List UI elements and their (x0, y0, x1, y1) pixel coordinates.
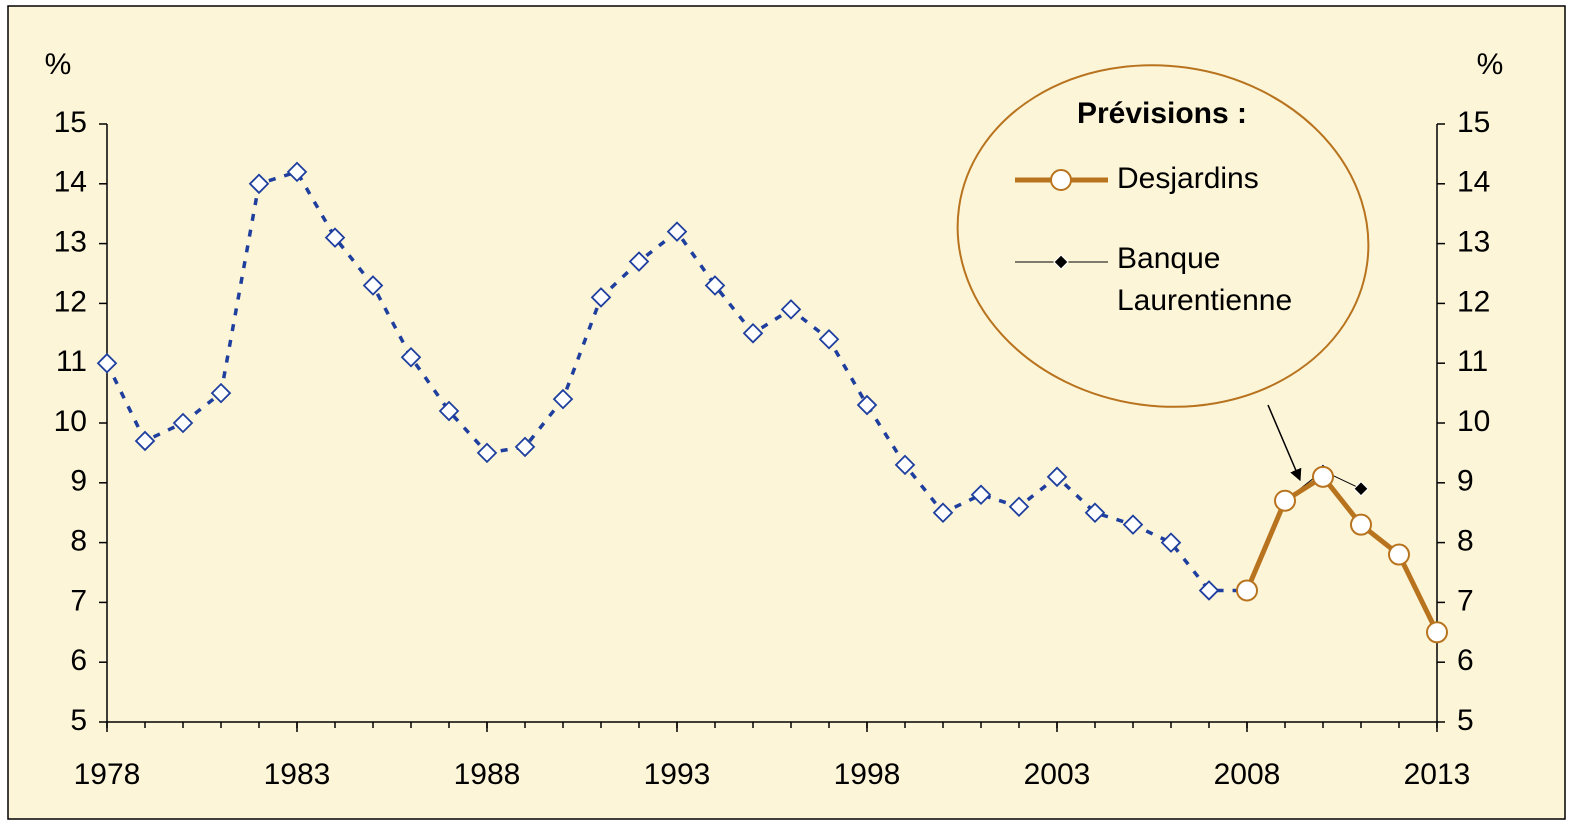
x-tick-label: 1988 (454, 758, 521, 791)
x-tick-label: 2013 (1404, 758, 1471, 791)
data-point (856, 394, 878, 416)
data-point (1160, 532, 1182, 553)
data-point (1198, 580, 1220, 601)
data-point (96, 352, 118, 374)
data-point (324, 227, 346, 248)
y-tick-label: 12 (54, 285, 87, 318)
x-tick-label: 2003 (1024, 758, 1091, 791)
data-point (248, 173, 270, 195)
legend-label: Banque Laurentienne (1117, 242, 1292, 317)
y-tick-label: 10 (54, 405, 87, 438)
x-tick-label: 2008 (1214, 758, 1281, 791)
data-point (134, 430, 156, 452)
data-point (476, 442, 498, 464)
data-point (1350, 513, 1372, 536)
data-point (780, 299, 802, 320)
data-point (1084, 502, 1106, 523)
data-point (742, 323, 764, 344)
y-tick-label: 9 (70, 465, 87, 498)
data-point (1312, 465, 1334, 488)
legend-marker (1053, 254, 1069, 270)
y2-tick-label: 14 (1457, 166, 1490, 199)
y2-tick-label: 7 (1457, 584, 1474, 617)
annotation-ellipse (956, 64, 1370, 408)
y2-tick-label: 13 (1457, 226, 1490, 259)
y2-tick-label: 5 (1457, 704, 1474, 737)
data-point (970, 484, 992, 506)
y-tick-label: 5 (70, 704, 87, 737)
data-point (1388, 543, 1410, 566)
data-point (210, 382, 232, 404)
data-point (286, 161, 308, 183)
y2-tick-label: 9 (1457, 465, 1474, 498)
data-point (1008, 496, 1030, 517)
legend-marker (1050, 169, 1072, 191)
data-point (1426, 621, 1448, 644)
y-tick-label: 13 (54, 226, 87, 259)
data-point (666, 221, 688, 242)
chart-background (7, 5, 1566, 820)
annotation-arrow (1267, 404, 1302, 482)
y2-tick-label: 10 (1457, 405, 1490, 438)
data-point (400, 346, 422, 368)
data-point (894, 454, 916, 476)
plot-area: 5 6 7 8 9 10 11 12 13 14 15 5 6 7 8 9 10 11 12 13 14 15 1978 19… (54, 106, 1491, 791)
data-point (704, 275, 726, 296)
data-point (1236, 579, 1258, 602)
data-point (362, 275, 384, 296)
y-tick-label: 14 (54, 166, 87, 199)
data-point (932, 502, 954, 523)
data-point (438, 400, 460, 422)
data-point (590, 287, 612, 308)
legend-label: Desjardins (1117, 162, 1259, 195)
y-tick-label: 7 (70, 584, 87, 617)
y-axis-label: % (45, 48, 72, 81)
data-point (1122, 514, 1144, 535)
x-tick-label: 1978 (74, 758, 141, 791)
y2-tick-label: 6 (1457, 644, 1474, 677)
data-point (1046, 466, 1068, 488)
y-tick-label: 8 (70, 525, 87, 558)
y2-tick-label: 12 (1457, 285, 1490, 318)
y-tick-label: 6 (70, 644, 87, 677)
data-point (1274, 489, 1296, 512)
x-tick-label: 1983 (264, 758, 331, 791)
y2-axis-label: % (1477, 48, 1504, 81)
y2-tick-label: 15 (1457, 106, 1490, 139)
x-tick-label: 1993 (644, 758, 711, 791)
legend-title: Prévisions : (1077, 97, 1247, 130)
data-point (628, 251, 650, 272)
y-tick-label: 11 (56, 345, 87, 378)
y2-tick-label: 8 (1457, 525, 1474, 558)
y2-tick-label: 11 (1457, 345, 1488, 378)
series-line (1244, 473, 1440, 634)
y-tick-label: 15 (54, 106, 87, 139)
data-point (1353, 481, 1369, 497)
data-point (172, 412, 194, 434)
x-tick-label: 1998 (834, 758, 901, 791)
data-point (552, 388, 574, 410)
legend: Desjardins Banque Laurentienne (1015, 162, 1292, 317)
data-point (514, 436, 536, 458)
data-point (818, 329, 840, 350)
